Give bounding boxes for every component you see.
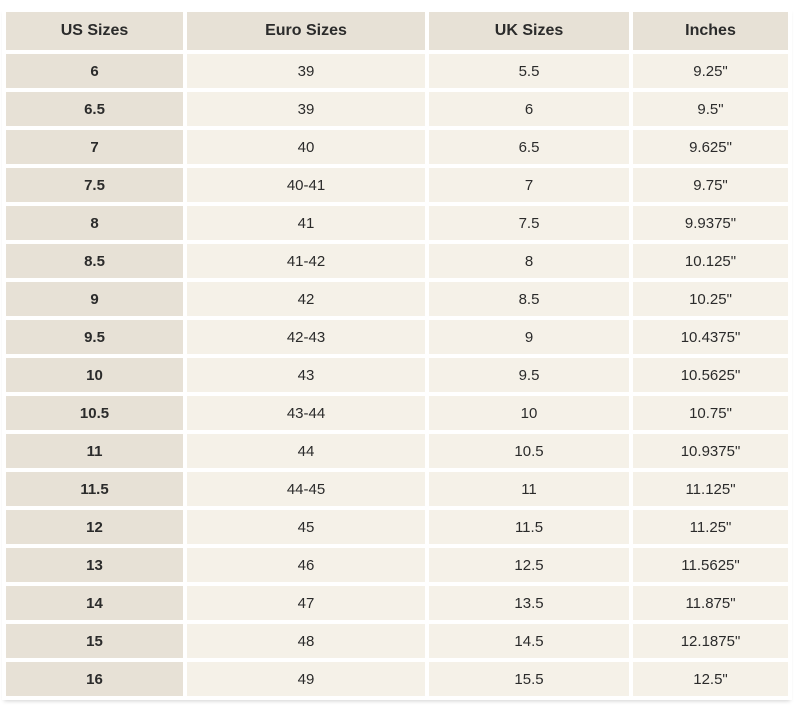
size-value-cell: 11.125" bbox=[633, 472, 788, 506]
size-value-cell: 12.5" bbox=[633, 662, 788, 696]
table-row: 8 41 7.5 9.9375" bbox=[6, 206, 788, 240]
size-value-cell: 40 bbox=[187, 130, 425, 164]
size-value-cell: 42 bbox=[187, 282, 425, 316]
size-value-cell: 43-44 bbox=[187, 396, 425, 430]
size-value-cell: 42-43 bbox=[187, 320, 425, 354]
size-value-cell: 47 bbox=[187, 586, 425, 620]
table-row: 9 42 8.5 10.25" bbox=[6, 282, 788, 316]
size-value-cell: 7 bbox=[429, 168, 629, 202]
size-value-cell: 9.25" bbox=[633, 54, 788, 88]
size-value-cell: 41 bbox=[187, 206, 425, 240]
size-value-cell: 48 bbox=[187, 624, 425, 658]
us-size-cell: 14 bbox=[6, 586, 183, 620]
size-value-cell: 9.625" bbox=[633, 130, 788, 164]
table-row: 12 45 11.5 11.25" bbox=[6, 510, 788, 544]
table-row: 13 46 12.5 11.5625" bbox=[6, 548, 788, 582]
us-size-cell: 7.5 bbox=[6, 168, 183, 202]
size-value-cell: 11.5 bbox=[429, 510, 629, 544]
table-row: 15 48 14.5 12.1875" bbox=[6, 624, 788, 658]
table-row: 11 44 10.5 10.9375" bbox=[6, 434, 788, 468]
table-row: 11.5 44-45 11 11.125" bbox=[6, 472, 788, 506]
size-value-cell: 12.1875" bbox=[633, 624, 788, 658]
us-size-cell: 6.5 bbox=[6, 92, 183, 126]
size-value-cell: 10.75" bbox=[633, 396, 788, 430]
table-row: 10 43 9.5 10.5625" bbox=[6, 358, 788, 392]
us-size-cell: 7 bbox=[6, 130, 183, 164]
column-header-us-sizes: US Sizes bbox=[6, 12, 183, 50]
size-value-cell: 6 bbox=[429, 92, 629, 126]
table-row: 14 47 13.5 11.875" bbox=[6, 586, 788, 620]
size-value-cell: 8.5 bbox=[429, 282, 629, 316]
table-row: 10.5 43-44 10 10.75" bbox=[6, 396, 788, 430]
us-size-cell: 9 bbox=[6, 282, 183, 316]
size-value-cell: 9.5 bbox=[429, 358, 629, 392]
table-row: 6.5 39 6 9.5" bbox=[6, 92, 788, 126]
us-size-cell: 10.5 bbox=[6, 396, 183, 430]
size-value-cell: 45 bbox=[187, 510, 425, 544]
size-value-cell: 39 bbox=[187, 54, 425, 88]
column-header-inches: Inches bbox=[633, 12, 788, 50]
us-size-cell: 11 bbox=[6, 434, 183, 468]
size-value-cell: 11.25" bbox=[633, 510, 788, 544]
size-value-cell: 15.5 bbox=[429, 662, 629, 696]
us-size-cell: 11.5 bbox=[6, 472, 183, 506]
size-value-cell: 39 bbox=[187, 92, 425, 126]
size-value-cell: 10.9375" bbox=[633, 434, 788, 468]
us-size-cell: 8.5 bbox=[6, 244, 183, 278]
table-row: 8.5 41-42 8 10.125" bbox=[6, 244, 788, 278]
size-value-cell: 49 bbox=[187, 662, 425, 696]
column-header-euro-sizes: Euro Sizes bbox=[187, 12, 425, 50]
size-value-cell: 8 bbox=[429, 244, 629, 278]
us-size-cell: 16 bbox=[6, 662, 183, 696]
size-value-cell: 46 bbox=[187, 548, 425, 582]
size-value-cell: 12.5 bbox=[429, 548, 629, 582]
size-value-cell: 10.25" bbox=[633, 282, 788, 316]
size-value-cell: 11.875" bbox=[633, 586, 788, 620]
us-size-cell: 8 bbox=[6, 206, 183, 240]
table-row: 16 49 15.5 12.5" bbox=[6, 662, 788, 696]
column-header-uk-sizes: UK Sizes bbox=[429, 12, 629, 50]
us-size-cell: 6 bbox=[6, 54, 183, 88]
size-conversion-table: US Sizes Euro Sizes UK Sizes Inches 6 39 5… bbox=[2, 8, 792, 700]
us-size-cell: 15 bbox=[6, 624, 183, 658]
table-row: 7.5 40-41 7 9.75" bbox=[6, 168, 788, 202]
size-value-cell: 10.4375" bbox=[633, 320, 788, 354]
size-value-cell: 44 bbox=[187, 434, 425, 468]
us-size-cell: 10 bbox=[6, 358, 183, 392]
size-value-cell: 6.5 bbox=[429, 130, 629, 164]
size-value-cell: 14.5 bbox=[429, 624, 629, 658]
size-value-cell: 10.125" bbox=[633, 244, 788, 278]
size-value-cell: 10 bbox=[429, 396, 629, 430]
size-value-cell: 7.5 bbox=[429, 206, 629, 240]
table-row: 7 40 6.5 9.625" bbox=[6, 130, 788, 164]
us-size-cell: 12 bbox=[6, 510, 183, 544]
size-value-cell: 10.5625" bbox=[633, 358, 788, 392]
size-value-cell: 43 bbox=[187, 358, 425, 392]
size-value-cell: 11 bbox=[429, 472, 629, 506]
size-value-cell: 9.5" bbox=[633, 92, 788, 126]
size-value-cell: 9 bbox=[429, 320, 629, 354]
table-header-row: US Sizes Euro Sizes UK Sizes Inches bbox=[6, 12, 788, 50]
size-value-cell: 41-42 bbox=[187, 244, 425, 278]
size-value-cell: 9.9375" bbox=[633, 206, 788, 240]
size-value-cell: 40-41 bbox=[187, 168, 425, 202]
size-value-cell: 10.5 bbox=[429, 434, 629, 468]
size-value-cell: 11.5625" bbox=[633, 548, 788, 582]
us-size-cell: 9.5 bbox=[6, 320, 183, 354]
table-row: 9.5 42-43 9 10.4375" bbox=[6, 320, 788, 354]
us-size-cell: 13 bbox=[6, 548, 183, 582]
table-body: 6 39 5.5 9.25" 6.5 39 6 9.5" 7 40 6.5 9.625" 7.5 40-4… bbox=[6, 54, 788, 696]
size-value-cell: 5.5 bbox=[429, 54, 629, 88]
size-value-cell: 9.75" bbox=[633, 168, 788, 202]
size-value-cell: 44-45 bbox=[187, 472, 425, 506]
size-value-cell: 13.5 bbox=[429, 586, 629, 620]
table-row: 6 39 5.5 9.25" bbox=[6, 54, 788, 88]
